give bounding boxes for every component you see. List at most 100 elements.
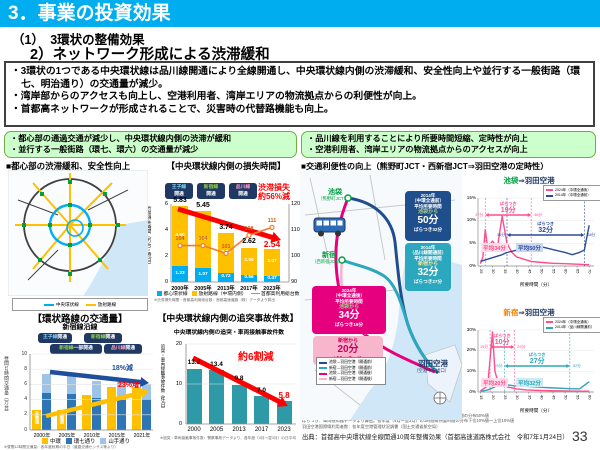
legend-label: 池袋→羽田空港（開通前） bbox=[329, 360, 375, 364]
box-text: 2014年 bbox=[420, 244, 436, 250]
x-tick-label: 50 bbox=[563, 394, 569, 399]
x-tick-label: 50 bbox=[539, 268, 545, 273]
bar-tosin-kanjo bbox=[241, 274, 257, 282]
bar-value: 0.72 bbox=[221, 274, 231, 280]
left-section-heading: ■都心部の渋滞緩和、安全性向上 bbox=[6, 161, 131, 171]
nishishinjuku-jct-marker bbox=[338, 256, 346, 264]
route-shinjuku-before bbox=[341, 258, 438, 373]
legend-item: 新宿→羽田空港（開通前） bbox=[319, 366, 383, 371]
spread-from-label: 36分 bbox=[496, 232, 505, 237]
box-text: （中環全通前） bbox=[411, 198, 445, 203]
x-tick-label: 25 bbox=[503, 394, 509, 399]
route-line-icon bbox=[319, 367, 327, 369]
accident-chart-title: 【中央環状線内側の追突事故件数】 bbox=[157, 313, 299, 323]
legend-label: 首都高利用総台数 bbox=[261, 292, 300, 297]
line-value: 104 bbox=[175, 236, 185, 243]
dist-title-from: 新宿 bbox=[503, 308, 519, 317]
bar-tosin-kanjo bbox=[195, 268, 211, 282]
route-line-icon bbox=[319, 372, 327, 375]
nishishinjuku-jct-label: （西新宿JCT） bbox=[312, 259, 343, 264]
bar-chukan bbox=[82, 395, 91, 430]
kumanocho-jct-label: （熊野町JCT） bbox=[318, 196, 349, 201]
x-tick-label: 25 bbox=[478, 268, 484, 273]
ikebukuro-label: 池袋 bbox=[328, 189, 342, 196]
box-text: （中環全通後） bbox=[332, 293, 366, 298]
x-tick-label: 30 bbox=[491, 268, 496, 273]
summary-bullet: ・湾岸部からのアクセスも向上し、空港利用者、湾岸エリアの物流拠点からの利便性が向… bbox=[11, 91, 422, 103]
bar-kannana bbox=[117, 398, 126, 430]
accident-bar bbox=[186, 368, 202, 424]
legend-label: 2024年（中環全通後） bbox=[555, 187, 591, 192]
dist-chart-legend: 2024年（中環全通後） 2014年（中環全通前） bbox=[543, 185, 600, 201]
y-axis-label: 昼間12時間交通量（万台） bbox=[3, 356, 8, 415]
route-line-icon bbox=[319, 361, 327, 364]
bar-yamate bbox=[42, 373, 51, 393]
mean-label: 平均32分 bbox=[516, 378, 544, 387]
reduction-note: 約6割減 bbox=[238, 352, 274, 363]
accident-bar bbox=[276, 400, 292, 424]
x-tick-label: 60 bbox=[587, 394, 593, 399]
y-tick-label: 4 bbox=[164, 226, 168, 233]
ikebukuro-dist-title: 池袋⇒羽田空港 bbox=[460, 175, 598, 186]
line-value: 111 bbox=[267, 217, 277, 224]
travel-time-box: 2024年 （中環全通後） 平均所要時間 池袋から 34分 ばらつき19分 bbox=[312, 286, 386, 334]
spread-value: 19分 bbox=[500, 207, 516, 214]
annotation-line-name: 新宿線 bbox=[203, 185, 219, 190]
x-tick-label: 2017年 bbox=[240, 286, 258, 292]
y-tick-label: 0 bbox=[178, 420, 182, 427]
summary-box: ・3環状の1つである中央環状線は品川線開通により全線開通し、中央環状線内側の渋滞… bbox=[4, 61, 595, 127]
legend-swatch bbox=[42, 438, 49, 444]
chart-footnote: ※昼間12時間交通量：各年度秋期の平日（道路交通センサス等より） bbox=[4, 445, 118, 449]
opening-annotation: 品川線開通 bbox=[104, 344, 142, 354]
x-tick-label: 55 bbox=[551, 268, 557, 273]
bar-tosin-kanjo bbox=[264, 275, 280, 282]
left-highlight-box: ・都心部の通過交通が減少し、中央環状線内側の渋滞が緩和 ・並行する一般街路（環七… bbox=[4, 131, 297, 158]
x-tick-label: 2023 bbox=[277, 427, 291, 433]
x-tick-label: 2000年 bbox=[171, 286, 189, 292]
opening-annotation: 王子線開通 bbox=[165, 183, 193, 199]
general-roads bbox=[17, 189, 129, 281]
x-tick-label: 65 bbox=[575, 268, 581, 273]
box-text: 池袋から bbox=[417, 209, 438, 215]
line-value: 104 bbox=[198, 236, 208, 243]
line-point bbox=[246, 232, 252, 238]
opening-annotation: 新宿線開通 bbox=[84, 333, 122, 343]
box-text: 平均所要時間 bbox=[414, 203, 442, 209]
kumanocho-jct-marker bbox=[344, 194, 352, 202]
annotation-line-name: 新宿線 bbox=[59, 346, 74, 351]
y2-tick-label: 120 bbox=[291, 200, 301, 207]
spread-from-label: 27分 bbox=[475, 212, 484, 217]
y-tick-label: 0 bbox=[24, 426, 27, 433]
annotation-suffix: 開通 bbox=[238, 192, 248, 197]
legend-label: 環七通り bbox=[73, 439, 96, 445]
x-tick-label: 15 bbox=[478, 394, 484, 399]
box-text: 新宿から bbox=[337, 337, 358, 344]
annotation-line-name: 王子線 bbox=[42, 335, 58, 340]
source-citation: 出典：首都高中央環状線全線開通10周年整備効果（首都高速道路株式会社 令和7年1… bbox=[302, 434, 569, 441]
highlight-line: ・並行する一般街路（環七、環六）の交通量が減少 bbox=[10, 145, 199, 155]
box-text: 2014年 bbox=[420, 192, 436, 198]
legend-swatch bbox=[100, 438, 107, 444]
summary-bullet: ・3環状の1つである中央環状線は品川線開通により全線開通し、中央環状線内側の渋滞… bbox=[11, 66, 581, 90]
loss-chart-title: 【中央環状線内側の損失時間】 bbox=[166, 161, 286, 171]
note-line: 約56%減 bbox=[257, 192, 290, 202]
arrow-head bbox=[504, 363, 509, 369]
annotation-line-name: 品川線 bbox=[235, 185, 251, 190]
spread-to-label: 68分 bbox=[587, 232, 596, 237]
accident-bar bbox=[254, 396, 269, 424]
shinjuku-dist-title: 新宿⇒羽田空港 bbox=[460, 307, 598, 318]
bar-yamate bbox=[117, 382, 126, 399]
x-tick-label: 35 bbox=[527, 394, 533, 399]
y-tick-label: 5% bbox=[469, 239, 476, 245]
box-text: 20分 bbox=[337, 343, 359, 355]
bar-chukan: 未開通 bbox=[57, 410, 66, 430]
spread-value: 27分 bbox=[529, 358, 545, 365]
y-tick-label: 10% bbox=[466, 217, 476, 223]
route-map-legend: 池袋→羽田空港（開通前） 新宿→羽田空港（開通前） 池袋→羽田空港（開通後） 新宿→羽… bbox=[316, 357, 386, 385]
box-text: 34分 bbox=[338, 310, 360, 321]
legend-item: 首都高利用総台数 bbox=[250, 290, 300, 297]
bar-value: 1.07 bbox=[198, 272, 208, 278]
arrow-note: 18%減 bbox=[112, 365, 134, 372]
y-tick-label: 6 bbox=[24, 380, 27, 387]
tokyo-road-network-map bbox=[8, 170, 148, 296]
